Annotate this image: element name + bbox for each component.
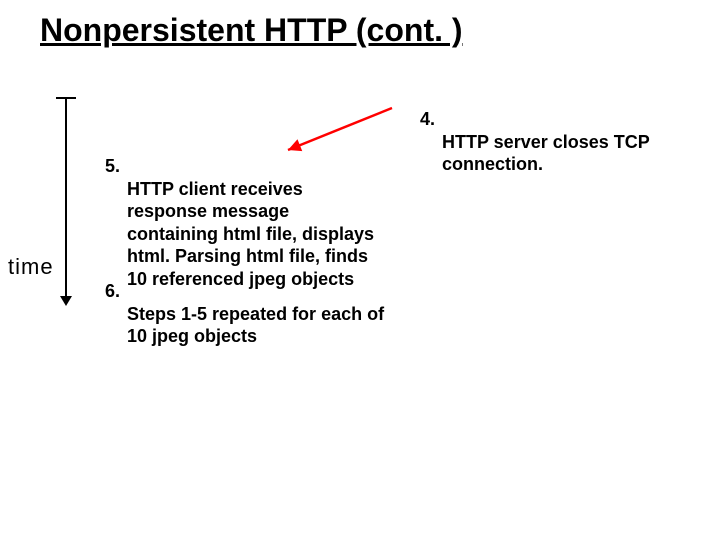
- step-4-num: 4.: [420, 109, 435, 129]
- step-6: 6. Steps 1-5 repeated for each of 10 jpe…: [105, 280, 395, 348]
- slide-title: Nonpersistent HTTP (cont. ): [40, 12, 463, 49]
- step-4-text: HTTP server closes TCP connection.: [442, 131, 680, 176]
- slide: Nonpersistent HTTP (cont. ) time 4. HTTP…: [0, 0, 720, 540]
- time-axis-arrowhead: [60, 296, 72, 306]
- step-6-text: Steps 1-5 repeated for each of 10 jpeg o…: [127, 303, 395, 348]
- time-axis-label: time: [8, 254, 54, 280]
- step-5-num: 5.: [105, 156, 120, 176]
- step-4: 4. HTTP server closes TCP connection.: [420, 108, 680, 176]
- time-axis: [56, 98, 76, 306]
- step-6-num: 6.: [105, 281, 120, 301]
- red-arrow-head: [288, 139, 302, 151]
- red-arrow-line: [288, 108, 392, 150]
- step-5-text: HTTP client receives response message co…: [127, 178, 385, 291]
- red-arrow: [288, 108, 392, 151]
- step-5: 5. HTTP client receives response message…: [105, 155, 385, 290]
